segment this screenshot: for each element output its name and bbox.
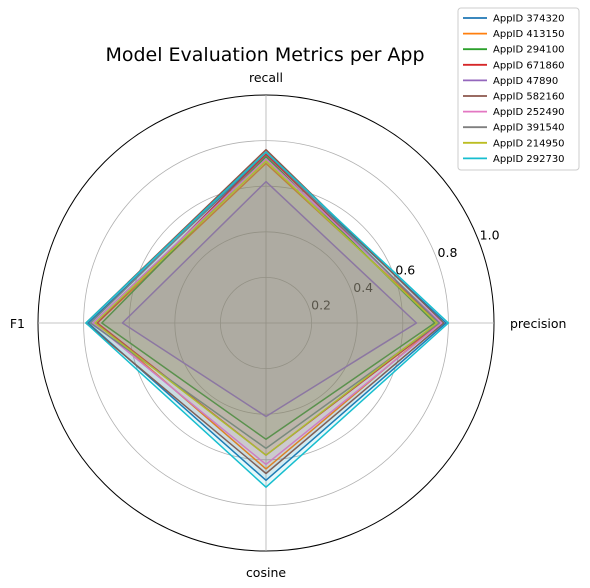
series-area — [90, 152, 440, 449]
series-line — [89, 151, 441, 450]
legend-label: AppID 671860 — [493, 60, 565, 71]
series-area — [85, 152, 449, 488]
series-area — [122, 181, 417, 417]
series-area — [97, 163, 440, 469]
radial-tick-label: 0.8 — [438, 245, 458, 260]
radial-tick-label: 0.2 — [311, 298, 331, 313]
axis-label-precision: precision — [510, 316, 566, 331]
legend-label: AppID 292730 — [493, 154, 565, 165]
legend-label: AppID 391540 — [493, 123, 565, 134]
series-area — [95, 161, 437, 456]
radial-tick-label: 0.4 — [353, 280, 373, 295]
chart-title: Model Evaluation Metrics per App — [105, 44, 424, 66]
legend-label: AppID 294100 — [493, 45, 565, 56]
radial-tick-label: 0.6 — [395, 263, 415, 278]
series-line — [121, 180, 418, 418]
axis-label-recall: recall — [249, 70, 283, 85]
legend-label: AppID 252490 — [493, 107, 565, 118]
axis-labels: precision recall F1 cosine — [10, 70, 567, 580]
series-area — [97, 154, 440, 456]
legend-label: AppID 413150 — [493, 29, 565, 40]
axis-label-cosine: cosine — [246, 565, 286, 580]
legend-box — [457, 7, 580, 171]
legend-label: AppID 47890 — [493, 76, 558, 87]
series-area — [101, 156, 435, 440]
legend: AppID 374320 AppID 413150 AppID 294100 AppI… — [457, 7, 580, 171]
legend-label: AppID 374320 — [493, 14, 565, 25]
axis-label-f1: F1 — [10, 316, 25, 331]
series-line — [94, 160, 438, 456]
series-line — [91, 158, 443, 466]
radial-tick-label: 1.0 — [480, 228, 500, 243]
legend-label: AppID 214950 — [493, 138, 565, 149]
legend-label: AppID 582160 — [493, 92, 565, 103]
series-line — [85, 151, 450, 488]
series-layer — [85, 148, 450, 488]
